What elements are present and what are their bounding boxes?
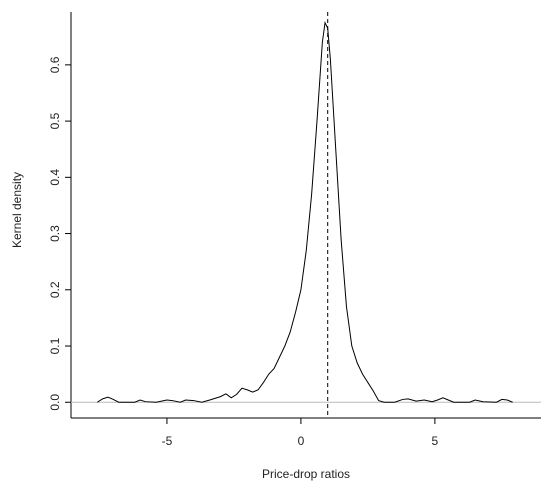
y-tick-label: 0.2 bbox=[48, 281, 62, 298]
x-axis-title: Price-drop ratios bbox=[262, 467, 350, 481]
y-tick-label: 0.4 bbox=[48, 169, 62, 186]
y-tick-label: 0.1 bbox=[48, 337, 62, 354]
x-tick-label: -5 bbox=[162, 434, 173, 448]
y-tick-label: 0.6 bbox=[48, 56, 62, 73]
y-tick-label: 0.3 bbox=[48, 225, 62, 242]
y-tick-label: 0.5 bbox=[48, 112, 62, 129]
x-tick-label: 0 bbox=[298, 434, 305, 448]
y-axis-title: Kernel density bbox=[10, 172, 24, 248]
x-tick-label: 5 bbox=[432, 434, 439, 448]
density-line bbox=[96, 20, 513, 403]
y-tick-label: 0.0 bbox=[48, 394, 62, 411]
